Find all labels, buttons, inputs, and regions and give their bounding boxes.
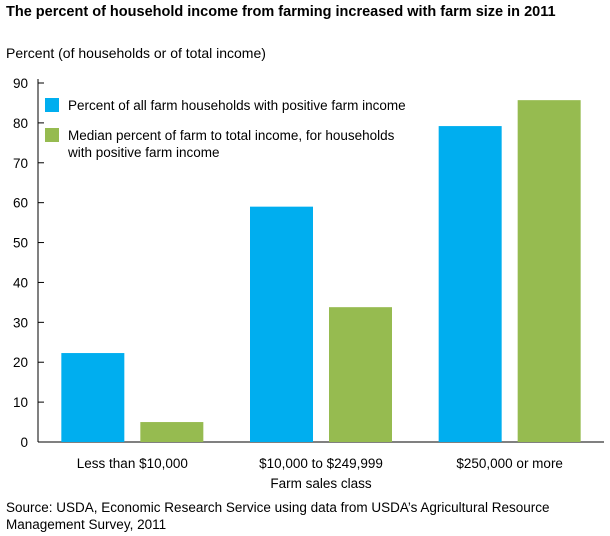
y-tick-label: 40 [13, 275, 28, 290]
bar-series-2 [517, 100, 581, 442]
legend-swatch-2 [45, 128, 59, 142]
y-tick-label: 80 [13, 116, 28, 131]
y-tick-label: 20 [13, 355, 28, 370]
y-tick-label: 50 [13, 236, 28, 251]
x-tick-label: $250,000 or more [456, 456, 563, 471]
x-tick-label: $10,000 to $249,999 [259, 456, 383, 471]
legend-swatch-1 [45, 98, 59, 112]
y-tick-label: 10 [13, 395, 28, 410]
y-tick-label: 70 [13, 156, 28, 171]
legend-label-1: Percent of all farm households with posi… [68, 98, 406, 113]
x-tick-label: Less than $10,000 [77, 456, 188, 471]
legend-label-2: with positive farm income [67, 145, 220, 160]
bar-series-1 [61, 353, 125, 442]
bar-series-1 [438, 126, 502, 442]
y-tick-label: 90 [13, 76, 28, 91]
bar-series-2 [140, 422, 204, 442]
bar-series-2 [329, 307, 392, 442]
bar-chart: 0 10 20 30 40 50 60 70 80 90 Less than $10,000 $10,… [13, 76, 604, 491]
y-tick-label: 60 [13, 196, 28, 211]
y-axis-label: Percent (of households or of total incom… [6, 45, 266, 61]
source-note: Source: USDA, Economic Research Service … [6, 500, 550, 532]
x-axis-label: Farm sales class [270, 476, 372, 491]
legend-label-2: Median percent of farm to total income, … [68, 128, 395, 143]
y-tick-label: 0 [20, 435, 28, 450]
bar-series-1 [250, 206, 313, 442]
y-tick-label: 30 [13, 315, 28, 330]
chart-title: The percent of household income from far… [6, 4, 556, 20]
